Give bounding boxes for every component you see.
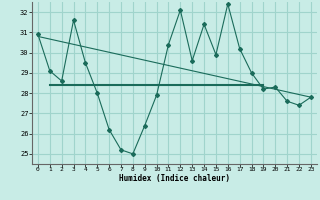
X-axis label: Humidex (Indice chaleur): Humidex (Indice chaleur): [119, 174, 230, 183]
